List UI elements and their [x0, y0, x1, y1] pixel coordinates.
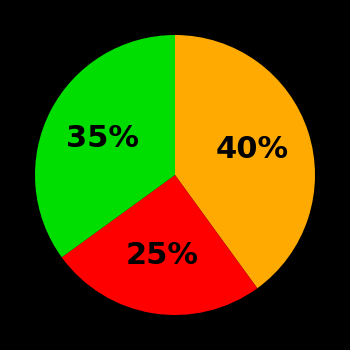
Text: 25%: 25%: [126, 241, 199, 270]
Wedge shape: [35, 35, 175, 257]
Wedge shape: [175, 35, 315, 288]
Text: 40%: 40%: [216, 135, 289, 164]
Text: 35%: 35%: [66, 124, 139, 153]
Wedge shape: [62, 175, 257, 315]
